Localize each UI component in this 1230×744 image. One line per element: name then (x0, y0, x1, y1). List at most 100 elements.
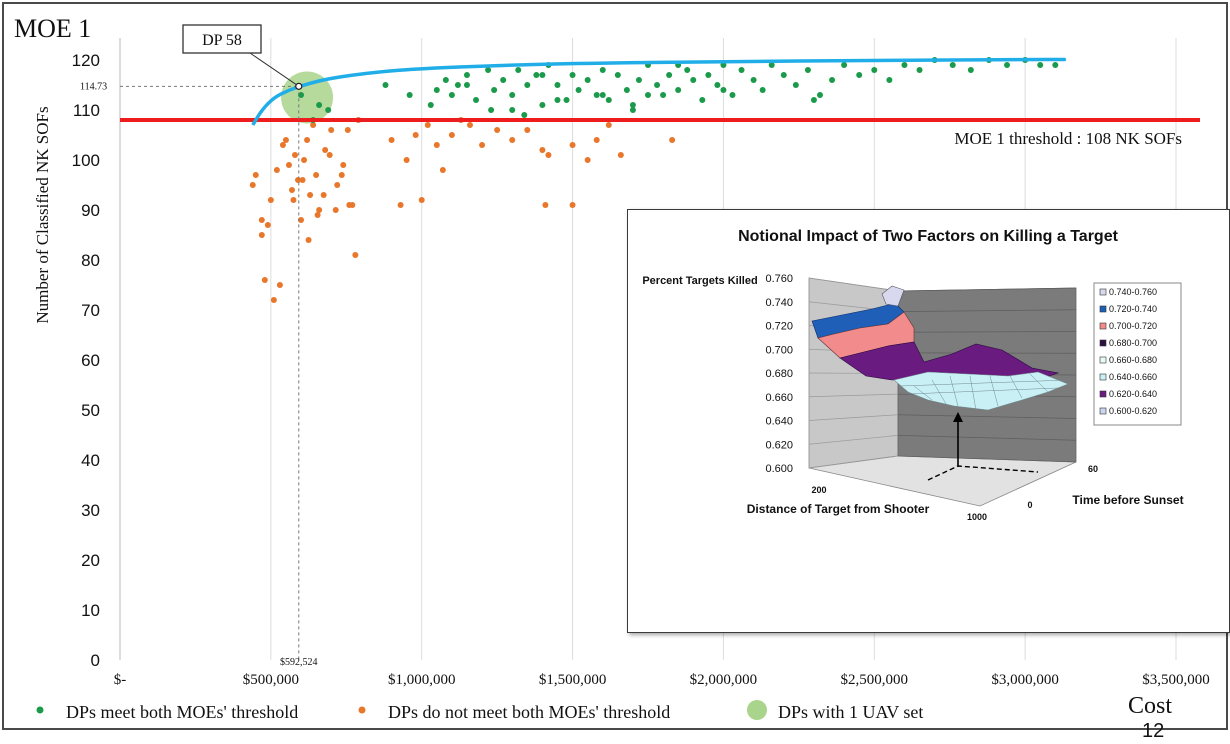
data-point-meet (448, 92, 455, 98)
data-point-meet (705, 72, 712, 78)
data-point-meet (810, 97, 817, 103)
data-point-not-meet (524, 127, 531, 133)
surface-legend-swatch (1099, 390, 1107, 398)
uav-set-highlight-circle (281, 71, 334, 124)
data-point-not-meet (261, 277, 268, 283)
data-point-not-meet (301, 157, 308, 163)
right-wall-gridline (897, 414, 1077, 419)
data-point-meet (500, 77, 507, 83)
data-point-not-meet (388, 137, 395, 143)
back-wall-gridline (808, 435, 899, 445)
data-point-meet (539, 72, 546, 78)
x-tick-label: $3,500,000 (1142, 672, 1210, 688)
data-point-meet (780, 72, 787, 78)
z-tick-label: 0.660 (765, 392, 793, 404)
x-axis-label: Cost (1128, 693, 1172, 719)
right-wall-gridline (897, 287, 1077, 292)
data-point-not-meet (298, 217, 305, 223)
surface-legend-label: 0.620-0.640 (1109, 389, 1157, 399)
wireframe-line (899, 379, 1069, 395)
data-point-not-meet (258, 217, 265, 223)
data-point-not-meet (304, 137, 311, 143)
data-point-meet (714, 82, 721, 88)
data-point-meet (816, 92, 823, 98)
surface-legend-label: 0.740-0.760 (1109, 287, 1157, 297)
data-point-not-meet (542, 202, 549, 208)
right-wall-gridline (897, 455, 1077, 463)
surface-legend-swatch (1099, 322, 1107, 330)
annotation-dashed-guide (927, 465, 1039, 481)
data-point-meet (463, 72, 470, 78)
data-point-meet (690, 77, 697, 83)
data-point-not-meet (334, 182, 341, 188)
data-point-meet (442, 77, 449, 83)
data-point-meet (599, 67, 606, 73)
data-point-meet (427, 102, 434, 108)
data-point-meet (666, 72, 673, 78)
y-tick-labels: 0 10 20 30 40 50 60 70 80 90 100 110 120 (72, 51, 100, 670)
y-tick-label: 50 (81, 401, 100, 420)
x-tick-label: $2,500,000 (841, 672, 909, 688)
data-point-meet (316, 102, 323, 108)
data-point-meet (485, 67, 492, 73)
z-tick-label: 0.620 (765, 439, 793, 451)
not-meet-series (249, 117, 676, 303)
highlight-callout-arrow (249, 52, 300, 87)
data-point-not-meet (397, 202, 404, 208)
data-point-meet (629, 107, 636, 113)
surface-annotation (927, 412, 1039, 481)
data-point-not-meet (509, 137, 516, 143)
data-point-meet (554, 82, 561, 88)
data-point-not-meet (332, 207, 339, 213)
surface-legend-swatch (1099, 373, 1107, 381)
x-tick-label: $2,000,000 (690, 672, 758, 688)
data-point-meet (1052, 62, 1059, 68)
data-point-not-meet (264, 222, 271, 228)
highlight-callout-label: DP 58 (202, 32, 242, 49)
legend-label-uav: DPs with 1 UAV set (778, 702, 923, 722)
surface-legend-label: 0.720-0.740 (1109, 304, 1157, 314)
y-tick-label: 70 (81, 301, 100, 320)
data-point-meet (660, 92, 667, 98)
data-point-not-meet (349, 202, 356, 208)
data-point-meet (949, 62, 956, 68)
data-point-not-meet (249, 182, 256, 188)
data-point-meet (629, 102, 636, 108)
data-point-not-meet (295, 177, 302, 183)
data-point-meet (841, 62, 848, 68)
data-point-meet (768, 62, 775, 68)
data-point-meet (509, 92, 516, 98)
x-tick-label: $3,000,000 (991, 672, 1059, 688)
wireframe-line (913, 373, 1049, 411)
back-wall-gridline (808, 455, 899, 469)
y-tick-60: 60 (1088, 464, 1098, 474)
data-point-meet (599, 92, 606, 98)
data-point-not-meet (593, 137, 600, 143)
data-point-meet (804, 67, 811, 73)
data-point-meet (605, 97, 612, 103)
highlight-y-value-label: 114.73 (80, 81, 107, 92)
data-point-meet (463, 82, 470, 88)
data-point-not-meet (305, 237, 312, 243)
data-point-not-meet (270, 297, 277, 303)
x-tick-label: $- (114, 672, 127, 688)
data-point-not-meet (282, 137, 289, 143)
surface-legend-swatch (1099, 288, 1107, 296)
legend-marker-uav (747, 700, 767, 720)
back-wall-gridline (808, 393, 899, 398)
right-wall-gridline (897, 309, 1077, 312)
data-point-not-meet (316, 207, 323, 213)
data-point-not-meet (669, 137, 676, 143)
data-point-not-meet (569, 142, 576, 148)
data-point-not-meet (418, 197, 425, 203)
data-point-meet (454, 82, 461, 88)
y-tick-0: 0 (1027, 500, 1032, 510)
data-point-not-meet (403, 157, 410, 163)
legend-label-not-meet: DPs do not meet both MOEs' threshold (388, 702, 670, 722)
y-tick-label: 90 (81, 201, 100, 220)
data-point-not-meet (313, 172, 320, 178)
data-point-not-meet (267, 197, 274, 203)
data-point-meet (729, 92, 736, 98)
data-point-meet (539, 102, 546, 108)
data-point-not-meet (340, 162, 347, 168)
